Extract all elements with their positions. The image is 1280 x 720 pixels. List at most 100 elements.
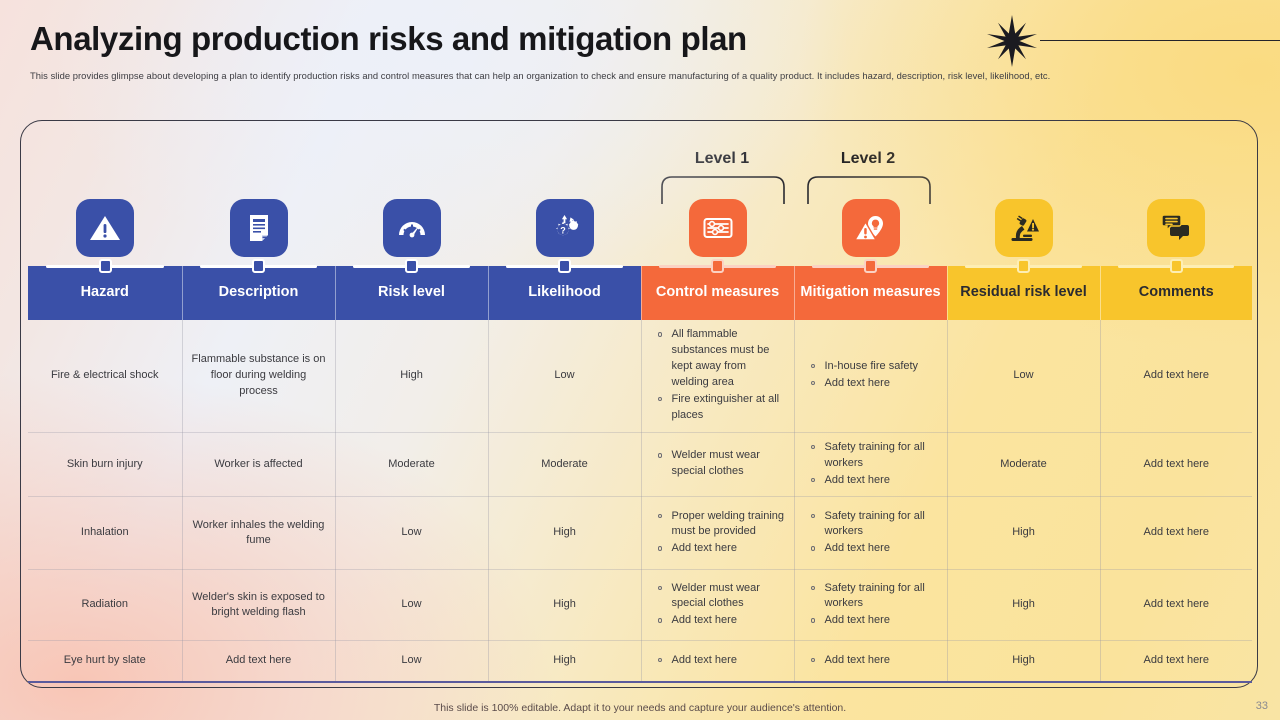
cell-description[interactable]: Worker is affected xyxy=(182,432,336,498)
cell-risk-level[interactable]: Low xyxy=(335,569,489,642)
gears-question-icon: ? xyxy=(535,199,594,257)
cell-likelihood[interactable]: Moderate xyxy=(488,432,642,498)
table-row: Eye hurt by slate Add text here Low High… xyxy=(28,640,1252,683)
cell-mitigation-measures[interactable]: Safety training for all workers Add text … xyxy=(794,432,948,498)
bullet-item: Add text here xyxy=(809,376,938,392)
column-header-mitigation-measures[interactable]: Mitigation measures xyxy=(794,266,948,320)
bullet-item: Welder must wear special clothes xyxy=(656,581,785,613)
cell-residual-risk-level[interactable]: High xyxy=(947,569,1101,642)
icon-cell-likelihood: ? xyxy=(488,197,641,259)
connector-description xyxy=(182,259,335,273)
bullet-item: Safety training for all workers xyxy=(809,581,938,613)
bullet-item: Safety training for all workers xyxy=(809,440,938,472)
cell-risk-level[interactable]: Low xyxy=(335,640,489,683)
cell-likelihood[interactable]: High xyxy=(488,640,642,683)
bullet-item: Add text here xyxy=(809,541,938,557)
cell-likelihood[interactable]: Low xyxy=(488,320,642,433)
bullet-item: In-house fire safety xyxy=(809,359,938,375)
cell-mitigation-measures[interactable]: Add text here xyxy=(794,640,948,683)
cell-control-measures[interactable]: Welder must wear special clothes xyxy=(641,432,795,498)
bullet-item: Add text here xyxy=(656,541,785,557)
column-header-residual-risk-level[interactable]: Residual risk level xyxy=(947,266,1101,320)
table-row: Inhalation Worker inhales the welding fu… xyxy=(28,496,1252,571)
svg-text:?: ? xyxy=(560,225,566,235)
table-row: Radiation Welder's skin is exposed to br… xyxy=(28,569,1252,642)
cell-description[interactable]: Welder's skin is exposed to bright weldi… xyxy=(182,569,336,642)
cell-likelihood[interactable]: High xyxy=(488,569,642,642)
table-header-row: Hazard Description Risk level Likelihood… xyxy=(28,266,1252,320)
bullet-item: Fire extinguisher at all places xyxy=(656,392,785,424)
cell-mitigation-measures[interactable]: In-house fire safety Add text here xyxy=(794,320,948,433)
cell-hazard[interactable]: Radiation xyxy=(28,569,183,642)
bullet-list: Welder must wear special clothes xyxy=(656,448,785,480)
column-header-likelihood[interactable]: Likelihood xyxy=(488,266,642,320)
cell-comments[interactable]: Add text here xyxy=(1100,640,1252,683)
cell-risk-level[interactable]: High xyxy=(335,320,489,433)
cell-hazard[interactable]: Fire & electrical shock xyxy=(28,320,183,433)
cell-mitigation-measures[interactable]: Safety training for all workers Add text … xyxy=(794,569,948,642)
bullet-item: Safety training for all workers xyxy=(809,509,938,541)
cell-control-measures[interactable]: All flammable substances must be kept aw… xyxy=(641,320,795,433)
cell-hazard[interactable]: Eye hurt by slate xyxy=(28,640,183,683)
connector-likelihood xyxy=(488,259,641,273)
cell-residual-risk-level[interactable]: Low xyxy=(947,320,1101,433)
cell-comments[interactable]: Add text here xyxy=(1100,320,1252,433)
sparkle-icon xyxy=(987,15,1037,67)
cell-likelihood[interactable]: High xyxy=(488,496,642,571)
footer-note: This slide is 100% editable. Adapt it to… xyxy=(433,702,847,714)
connector-knob xyxy=(1017,259,1030,273)
bullet-list: Proper welding training must be provided… xyxy=(656,509,785,558)
content-card xyxy=(20,120,1258,688)
header-rule xyxy=(1040,40,1280,41)
sliders-panel-icon xyxy=(688,199,747,257)
cell-hazard[interactable]: Inhalation xyxy=(28,496,183,571)
cell-control-measures[interactable]: Proper welding training must be provided… xyxy=(641,496,795,571)
cell-description[interactable]: Flammable substance is on floor during w… xyxy=(182,320,336,433)
warning-triangle-icon xyxy=(76,199,134,257)
page-subtitle: This slide provides glimpse about develo… xyxy=(30,69,1051,81)
connector-control-measures xyxy=(641,259,794,273)
cell-residual-risk-level[interactable]: High xyxy=(947,640,1101,683)
column-header-comments[interactable]: Comments xyxy=(1100,266,1252,320)
cell-residual-risk-level[interactable]: High xyxy=(947,496,1101,571)
icon-cell-control-measures xyxy=(641,197,794,259)
table-row: Fire & electrical shock Flammable substa… xyxy=(28,320,1252,433)
connector-knob xyxy=(405,259,418,273)
bullet-item: Proper welding training must be provided xyxy=(656,509,785,541)
bullet-list: Safety training for all workers Add text … xyxy=(809,509,938,558)
icon-cell-mitigation-measures xyxy=(794,197,947,259)
bullet-item: Add text here xyxy=(809,473,938,489)
column-icon-row: ? xyxy=(28,197,1252,259)
cell-comments[interactable]: Add text here xyxy=(1100,496,1252,571)
icon-cell-risk-level xyxy=(335,197,488,259)
connector-knob xyxy=(558,259,571,273)
cell-description[interactable]: Add text here xyxy=(182,640,336,683)
cell-comments[interactable]: Add text here xyxy=(1100,432,1252,498)
column-header-control-measures[interactable]: Control measures xyxy=(641,266,795,320)
cell-residual-risk-level[interactable]: Moderate xyxy=(947,432,1101,498)
cell-comments[interactable]: Add text here xyxy=(1100,569,1252,642)
column-header-description[interactable]: Description xyxy=(182,266,336,320)
cell-risk-level[interactable]: Low xyxy=(335,496,489,571)
connector-knob xyxy=(711,259,724,273)
cell-mitigation-measures[interactable]: Safety training for all workers Add text … xyxy=(794,496,948,571)
cell-control-measures[interactable]: Add text here xyxy=(641,640,795,683)
connector-comments xyxy=(1100,259,1252,273)
connector-hazard xyxy=(28,259,182,273)
bullet-list: Add text here xyxy=(809,653,938,669)
icon-cell-residual-risk-level xyxy=(947,197,1100,259)
bullet-list: All flammable substances must be kept aw… xyxy=(656,327,785,424)
chat-bubbles-icon xyxy=(1147,199,1205,257)
column-header-hazard[interactable]: Hazard xyxy=(28,266,183,320)
bullet-item: Welder must wear special clothes xyxy=(656,448,785,480)
cell-description[interactable]: Worker inhales the welding fume xyxy=(182,496,336,571)
cell-risk-level[interactable]: Moderate xyxy=(335,432,489,498)
connector-residual-risk-level xyxy=(947,259,1100,273)
table-body: Fire & electrical shock Flammable substa… xyxy=(28,320,1252,683)
cell-hazard[interactable]: Skin burn injury xyxy=(28,432,183,498)
microscope-warning-icon xyxy=(994,199,1053,257)
connector-knob xyxy=(864,259,877,273)
column-header-risk-level[interactable]: Risk level xyxy=(335,266,489,320)
cell-control-measures[interactable]: Welder must wear special clothes Add text… xyxy=(641,569,795,642)
